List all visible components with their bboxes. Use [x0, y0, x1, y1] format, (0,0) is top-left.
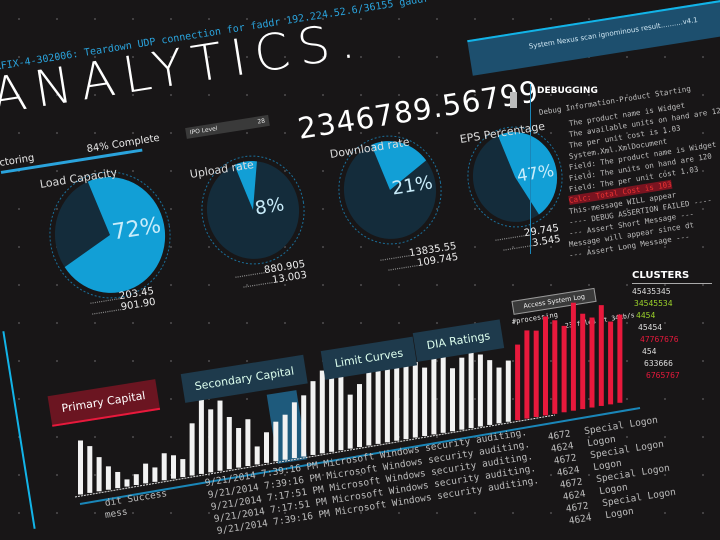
bar: [236, 428, 242, 468]
bar: [87, 446, 93, 493]
bar: [617, 314, 623, 403]
bar: [431, 353, 437, 435]
bar: [524, 330, 530, 419]
bar: [161, 453, 167, 481]
bar: [543, 316, 548, 416]
bar: [580, 313, 586, 410]
bar: [96, 457, 102, 492]
bar: [375, 350, 381, 444]
level-indicator: [510, 92, 517, 108]
pie-ring: [201, 155, 305, 265]
pie-slice: [371, 141, 427, 190]
bar-axis: [79, 407, 641, 505]
clusters-panel: CLUSTERS 45435345 34545534 4454 45454 477676…: [632, 270, 712, 380]
bar: [608, 321, 614, 405]
bar: [552, 320, 558, 414]
pie-1: 8%: [201, 155, 305, 265]
bar: [422, 367, 428, 436]
cluster-value: 47767676: [640, 335, 679, 344]
bar: [412, 361, 418, 438]
pie-slice: [497, 132, 558, 215]
bar: [78, 440, 83, 495]
bar: [133, 474, 139, 486]
bar: [273, 421, 279, 462]
bar: [459, 357, 465, 430]
bar: [561, 325, 567, 413]
bar: [282, 414, 288, 460]
bar: [357, 384, 362, 448]
bar: [515, 344, 521, 421]
bar: [468, 350, 474, 429]
bar: [384, 361, 390, 443]
bar: [505, 360, 511, 422]
bar: [264, 432, 269, 463]
cluster-value: 34545534: [634, 299, 673, 308]
bar: [105, 466, 111, 490]
bar: [570, 302, 576, 411]
cluster-value: 45454: [638, 323, 663, 332]
bar: [598, 305, 604, 406]
pie-slice: [234, 161, 257, 210]
bar: [208, 409, 214, 473]
bar: [171, 455, 176, 479]
pie-3: 47%: [467, 126, 563, 228]
bar: [496, 367, 502, 424]
pie-percent-label: 8%: [254, 194, 286, 219]
bar: [115, 471, 121, 489]
bar: [319, 370, 325, 454]
bar: [589, 317, 595, 408]
bar: [198, 392, 204, 474]
bar: [226, 416, 232, 470]
bar: [366, 368, 372, 446]
pie-slice: [64, 177, 166, 293]
bar: [301, 395, 307, 457]
debugging-title: DEBUGGING: [537, 86, 598, 96]
bar: [189, 423, 195, 476]
bar: [143, 463, 149, 484]
bar: [394, 354, 400, 441]
bar: [403, 350, 409, 440]
bar: [180, 459, 186, 478]
event-id: 4624: [568, 512, 593, 527]
cluster-value: 6765767: [646, 371, 680, 380]
pie-ring: [467, 126, 563, 228]
bar: [291, 402, 297, 459]
bar-baseline: [74, 414, 556, 498]
bar: [245, 419, 251, 467]
bar: [310, 381, 316, 455]
bar: [450, 368, 455, 432]
bar: [477, 354, 483, 427]
pie-ring: [338, 135, 442, 245]
bar: [254, 446, 260, 465]
clusters-title: CLUSTERS: [632, 270, 712, 284]
bar: [329, 365, 335, 452]
bar: [347, 394, 353, 449]
cluster-value: 4454: [636, 311, 656, 320]
bar: [440, 353, 446, 433]
bar: [124, 479, 130, 487]
bar: [338, 371, 344, 451]
cluster-value: 633666: [644, 359, 673, 368]
pie-0: 72%: [49, 171, 171, 299]
cluster-value: 45435345: [632, 287, 671, 296]
debugging-panel: DEBUGGING Debug Information-Product Star…: [530, 84, 720, 260]
pie-2: 21%: [338, 135, 442, 245]
bar: [217, 400, 223, 471]
cluster-value: 454: [642, 347, 657, 356]
bar: [152, 467, 158, 482]
bar: [487, 360, 493, 425]
bar: [533, 330, 539, 418]
